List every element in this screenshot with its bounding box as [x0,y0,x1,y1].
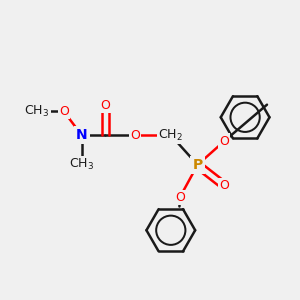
Text: CH$_2$: CH$_2$ [158,128,183,143]
Text: P: P [192,158,203,172]
Text: CH$_3$: CH$_3$ [25,104,50,119]
Text: O: O [59,105,69,118]
Text: O: O [130,129,140,142]
Text: CH$_3$: CH$_3$ [69,157,94,172]
Text: O: O [219,135,229,148]
Text: O: O [219,179,229,192]
Text: N: N [76,128,88,142]
Text: O: O [100,99,110,112]
Text: O: O [175,191,185,204]
